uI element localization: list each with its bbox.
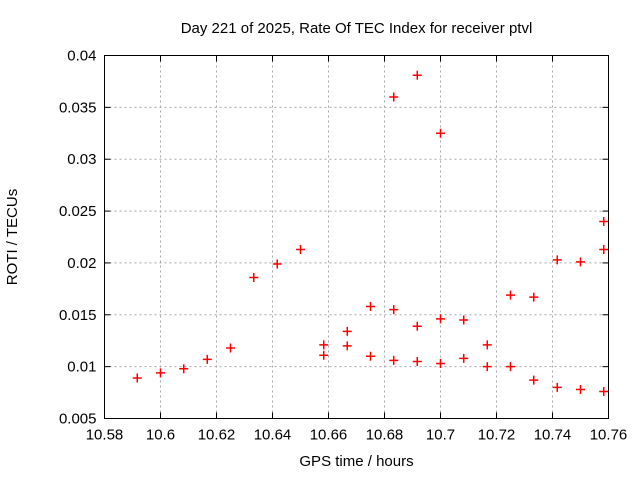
chart-title: Day 221 of 2025, Rate Of TEC Index for r…: [180, 20, 533, 37]
data-point-marker: [272, 259, 282, 269]
data-point-marker: [576, 257, 585, 267]
data-point-marker: [389, 92, 399, 102]
y-axis-label: ROTI / TECUs: [4, 188, 21, 286]
y-tick-label: 0.04: [67, 48, 96, 65]
y-tick-label: 0.025: [59, 203, 97, 220]
data-point-marker: [412, 321, 422, 331]
y-tick-label: 0.01: [67, 359, 96, 376]
data-point-marker: [366, 351, 375, 361]
data-point-marker: [599, 244, 609, 254]
data-point-marker: [506, 362, 515, 372]
data-point-marker: [156, 368, 165, 378]
data-point-marker: [482, 340, 492, 350]
y-tick-label: 0.035: [59, 99, 97, 116]
y-tick-label: 0.02: [67, 255, 96, 272]
data-point-marker: [529, 292, 539, 302]
data-point-marker: [459, 353, 469, 363]
data-point-marker: [552, 382, 562, 392]
data-point-marker: [179, 364, 189, 374]
plot-border: [104, 55, 609, 419]
data-point-marker: [482, 362, 492, 372]
y-tick-label: 0.015: [59, 307, 97, 324]
data-point-marker: [552, 255, 562, 265]
data-point-marker: [202, 354, 212, 364]
data-point-marker: [599, 387, 609, 397]
x-tick-label: 10.68: [366, 427, 404, 444]
data-point-marker: [319, 340, 329, 350]
y-tick-label: 0.03: [67, 151, 96, 168]
data-point-marker: [249, 272, 259, 282]
x-tick-label: 10.58: [86, 427, 124, 444]
data-point-marker: [412, 70, 422, 80]
data-point-marker: [529, 375, 539, 385]
data-point-marker: [436, 359, 445, 369]
data-point-marker: [599, 216, 609, 226]
data-point-marker: [132, 373, 142, 383]
data-point-marker: [389, 305, 399, 315]
data-point-marker: [366, 301, 375, 311]
data-point-marker: [436, 128, 445, 138]
data-point-marker: [342, 341, 352, 351]
x-tick-label: 10.76: [590, 427, 628, 444]
x-tick-label: 10.7: [426, 427, 455, 444]
x-tick-label: 10.6: [146, 427, 175, 444]
data-point-marker: [389, 355, 399, 365]
data-point-marker: [342, 326, 352, 336]
data-point-marker: [412, 356, 422, 366]
data-point-marker: [296, 244, 305, 254]
x-tick-label: 10.62: [198, 427, 236, 444]
data-point-marker: [576, 384, 585, 394]
x-axis-label: GPS time / hours: [299, 453, 414, 470]
x-tick-label: 10.66: [310, 427, 348, 444]
data-point-marker: [436, 314, 445, 324]
data-point-marker: [459, 315, 469, 325]
x-tick-label: 10.72: [478, 427, 516, 444]
y-tick-label: 0.005: [59, 411, 97, 428]
x-tick-label: 10.74: [534, 427, 572, 444]
data-point-marker: [319, 350, 329, 360]
data-point-marker: [506, 290, 515, 300]
x-tick-label: 10.64: [254, 427, 292, 444]
data-point-marker: [226, 343, 235, 353]
